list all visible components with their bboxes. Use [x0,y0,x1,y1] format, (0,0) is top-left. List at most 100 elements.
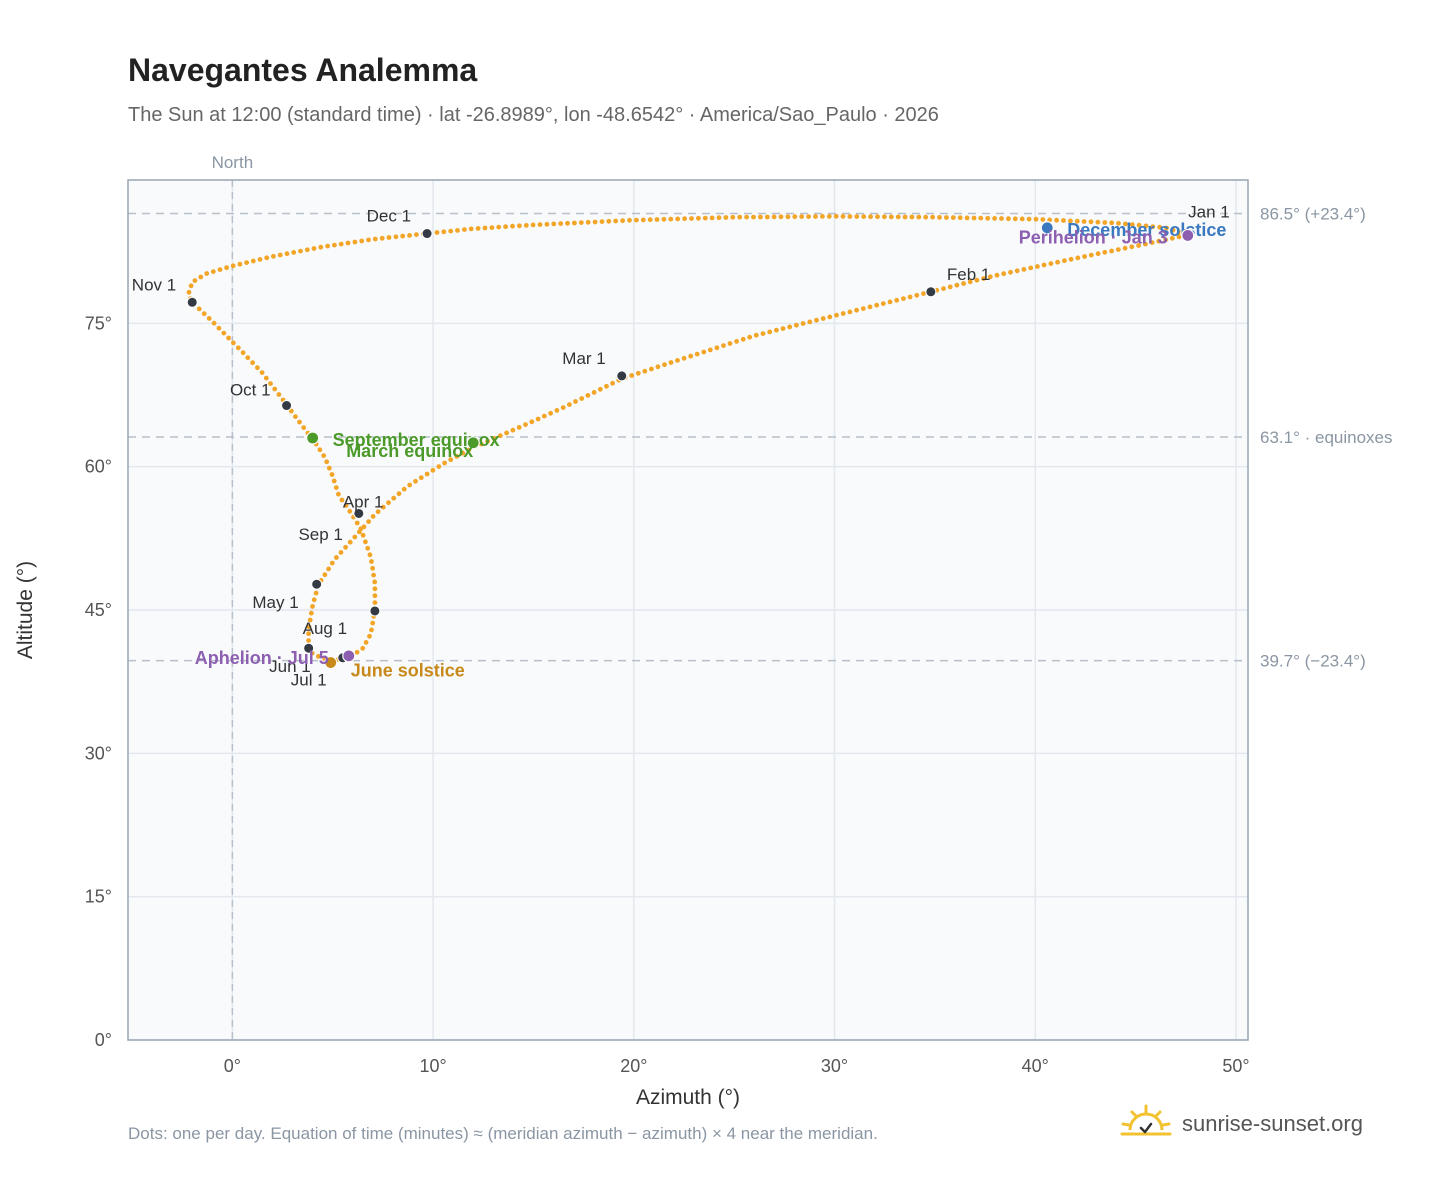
daily-sun-dot [230,263,236,269]
daily-sun-dot [301,425,307,430]
daily-sun-dot [840,311,846,316]
daily-sun-dot [401,486,407,492]
daily-sun-dot [767,329,773,335]
daily-sun-dot [916,214,922,220]
daily-sun-dot [709,215,715,221]
daily-sun-dot [310,604,315,609]
brand-name[interactable]: sunrise-sunset.org [1182,1111,1363,1136]
daily-sun-dot [338,241,344,247]
daily-sun-dot [591,390,597,395]
brand[interactable]: sunrise-sunset.org [1120,1102,1363,1146]
daily-sun-dot [655,364,661,370]
daily-sun-dot [585,393,591,398]
daily-sun-dot [716,215,722,221]
daily-sun-dot [579,396,585,401]
daily-sun-dot [372,236,378,242]
daily-sun-dot [1164,225,1169,231]
daily-sun-dot [339,497,345,503]
daily-sun-dot [907,294,913,300]
daily-sun-dot [854,307,859,313]
month-marker-label: Feb 1 [947,265,990,284]
daily-sun-dot [293,414,298,419]
daily-sun-dot [895,214,901,220]
daily-sun-dot [1061,218,1066,223]
daily-sun-dot [613,218,619,224]
daily-sun-dot [806,214,811,220]
daily-sun-dot [780,326,786,331]
daily-sun-dot [820,214,825,219]
daily-sun-dot [329,560,335,566]
daily-sun-dot [1014,268,1020,274]
daily-sun-dot [981,276,986,281]
daily-sun-dot [372,600,378,605]
event-marker-dot [324,655,338,670]
daily-sun-dot [306,631,311,637]
y-axis-title: Altitude (°) [14,561,37,659]
event-label: March equinox [346,441,473,461]
daily-sun-dot [360,532,366,538]
daily-sun-dot [1143,241,1148,247]
daily-sun-dot [868,214,873,220]
daily-sun-dot [807,319,813,325]
daily-sun-dot [861,214,867,220]
daily-sun-dot [1136,222,1142,228]
daily-sun-dot [517,223,522,229]
daily-sun-dot [882,214,887,220]
daily-sun-dot [642,368,648,374]
y-tick-label: 75° [85,313,112,333]
daily-sun-dot [792,214,798,220]
daily-sun-dot [331,478,337,484]
daily-sun-dot [758,214,763,220]
daily-sun-dot [1055,259,1060,265]
daily-sun-dot [662,362,667,368]
daily-sun-dot [329,472,335,477]
daily-sun-dot [1095,219,1101,225]
daily-sun-dot [585,219,591,225]
daily-sun-dot [361,524,367,530]
daily-sun-dot [827,314,833,320]
month-marker-dot [186,296,198,308]
daily-sun-dot [902,214,908,220]
daily-sun-dot [688,353,694,359]
daily-sun-dot [370,620,376,626]
daily-sun-dot [231,340,236,346]
daily-sun-dot [987,274,993,280]
daily-sun-dot [308,610,314,616]
daily-sun-dot [696,215,701,221]
daily-sun-dot [874,302,880,308]
daily-sun-dot [1102,249,1108,255]
daily-sun-dot [366,519,371,524]
daily-sun-dot [937,215,942,220]
daily-sun-dot [250,258,256,264]
daily-sun-dot [475,226,481,231]
daily-sun-dot [610,380,615,386]
month-marker-label: Jan 1 [1188,203,1230,222]
daily-sun-dot [702,215,708,221]
daily-sun-dot [276,392,282,397]
daily-sun-dot [974,277,980,283]
daily-sun-dot [313,590,319,596]
reference-line-label: 39.7° (−23.4°) [1260,652,1366,671]
daily-sun-dot [760,331,766,336]
daily-sun-dot [478,441,484,447]
daily-sun-dot [1149,240,1155,246]
daily-sun-dot [634,217,639,223]
daily-sun-dot [363,640,369,645]
daily-sun-dot [217,267,223,272]
daily-sun-dot [992,216,997,221]
month-marker-label: Jun 1 [269,657,311,676]
daily-sun-dot [268,381,273,386]
daily-sun-dot [647,217,653,223]
daily-sun-dot [354,649,360,655]
daily-sun-dot [800,321,806,326]
daily-sun-dot [347,539,353,545]
daily-sun-dot [682,216,687,222]
daily-sun-dot [436,464,442,469]
daily-sun-dot [620,218,625,224]
daily-sun-dot [714,345,720,351]
reference-lines: North 86.5° (+23.4°) 63.1° · equinoxes 39.7… [128,153,1393,1040]
daily-sun-dot [264,255,270,261]
month-marker-label: Mar 1 [562,349,605,368]
daily-sun-dot [675,216,681,222]
daily-sun-dot [1068,256,1074,262]
